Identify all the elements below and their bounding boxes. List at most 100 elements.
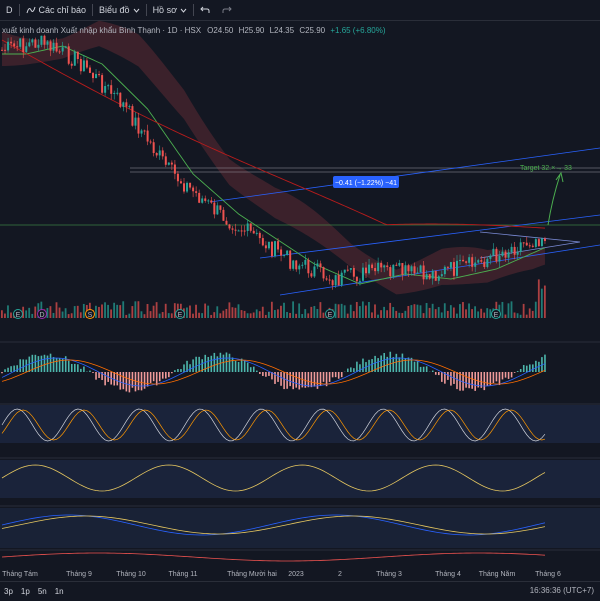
time-axis-label: 2 bbox=[338, 571, 342, 578]
redo-button[interactable] bbox=[216, 0, 238, 20]
macd-histogram-bar bbox=[323, 372, 325, 382]
candle-body bbox=[508, 252, 510, 257]
macd-histogram-bar bbox=[256, 371, 258, 372]
macd-histogram-bar bbox=[126, 372, 128, 391]
volume-bar bbox=[168, 313, 170, 318]
candle-body bbox=[74, 52, 76, 66]
event-marker[interactable]: E bbox=[14, 310, 23, 320]
volume-bar bbox=[414, 304, 416, 318]
candle-body bbox=[13, 43, 15, 46]
range-option[interactable]: 3p bbox=[0, 587, 17, 596]
candle-body bbox=[268, 242, 270, 248]
symbol-title: xuất kinh doanh Xuất nhập khẩu Bình Thạn… bbox=[2, 26, 201, 35]
volume-bar bbox=[222, 311, 224, 318]
volume-bar bbox=[344, 305, 346, 318]
candle-body bbox=[368, 265, 370, 274]
candle-body bbox=[128, 106, 130, 107]
candle-body bbox=[116, 93, 118, 94]
volume-bar bbox=[131, 306, 133, 318]
volume-bar bbox=[426, 303, 428, 318]
clock[interactable]: 16:36:36 (UTC+7) bbox=[530, 586, 594, 595]
volume-bar bbox=[401, 313, 403, 318]
candle-body bbox=[113, 93, 115, 94]
candle-body bbox=[19, 38, 21, 46]
time-axis-label: Tháng 3 bbox=[376, 571, 402, 578]
event-marker-label: D bbox=[39, 312, 44, 319]
volume-bar bbox=[407, 306, 409, 318]
candle-body bbox=[480, 260, 482, 262]
candle-body bbox=[244, 231, 246, 232]
volume-bar bbox=[359, 306, 361, 318]
volume-bar bbox=[101, 304, 103, 318]
volume-bar bbox=[374, 304, 376, 318]
candle-body bbox=[441, 274, 443, 276]
volume-bar bbox=[389, 303, 391, 318]
candle-body bbox=[77, 52, 79, 59]
range-option[interactable]: 1p bbox=[17, 587, 34, 596]
candle-body bbox=[320, 263, 322, 267]
interval-button[interactable]: D bbox=[0, 0, 19, 20]
macd-histogram-bar bbox=[417, 362, 419, 372]
event-marker[interactable]: E bbox=[326, 310, 335, 320]
volume-bar bbox=[323, 313, 325, 318]
volume-bar bbox=[198, 313, 200, 318]
volume-bar bbox=[338, 304, 340, 318]
range-option[interactable]: 5n bbox=[34, 587, 51, 596]
volume-bar bbox=[462, 302, 464, 318]
event-marker[interactable]: E bbox=[176, 310, 185, 320]
range-option[interactable]: 1n bbox=[51, 587, 68, 596]
macd-histogram-bar bbox=[523, 365, 525, 372]
macd-histogram-bar bbox=[71, 364, 73, 372]
volume-bar bbox=[310, 307, 312, 318]
volume-bar bbox=[313, 306, 315, 318]
volume-bar bbox=[77, 306, 79, 318]
macd-histogram-bar bbox=[350, 367, 352, 372]
candle-body bbox=[359, 281, 361, 282]
event-marker[interactable]: D bbox=[38, 310, 47, 320]
candle-body bbox=[532, 246, 534, 247]
volume-bar bbox=[535, 302, 537, 318]
volume-bar bbox=[356, 302, 358, 318]
macd-histogram-bar bbox=[362, 359, 364, 372]
candle-body bbox=[65, 46, 67, 47]
volume-bar bbox=[477, 311, 479, 318]
volume-bar bbox=[59, 308, 61, 318]
candle-body bbox=[262, 238, 264, 245]
volume-bar bbox=[268, 312, 270, 318]
volume-bar bbox=[304, 309, 306, 318]
candle-body bbox=[195, 191, 197, 193]
macd-histogram-bar bbox=[329, 372, 331, 382]
macd-histogram-bar bbox=[441, 372, 443, 382]
profile-button[interactable]: Hồ sơ bbox=[147, 0, 193, 20]
candle-body bbox=[238, 230, 240, 231]
candle-body bbox=[43, 36, 45, 45]
macd-histogram-bar bbox=[141, 372, 143, 390]
chart-type-button[interactable]: Biểu đồ bbox=[93, 0, 146, 20]
macd-histogram-bar bbox=[347, 369, 349, 372]
volume-bar bbox=[365, 306, 367, 318]
event-marker[interactable]: E bbox=[492, 310, 501, 320]
macd-histogram-bar bbox=[517, 371, 519, 372]
volume-bar bbox=[538, 279, 540, 318]
undo-button[interactable] bbox=[194, 0, 216, 20]
macd-histogram-bar bbox=[38, 356, 40, 372]
candle-body bbox=[535, 239, 537, 247]
candle-body bbox=[235, 230, 237, 231]
volume-bar bbox=[471, 309, 473, 318]
volume-bar bbox=[417, 305, 419, 318]
candle-body bbox=[280, 249, 282, 255]
candle-body bbox=[241, 230, 243, 231]
candle-body bbox=[107, 85, 109, 86]
candle-body bbox=[353, 268, 355, 277]
volume-bar bbox=[523, 304, 525, 318]
high-value: H25.90 bbox=[239, 26, 265, 35]
low-value: L24.35 bbox=[270, 26, 294, 35]
candle-body bbox=[134, 118, 136, 126]
indicators-button[interactable]: Các chỉ báo bbox=[20, 0, 93, 20]
macd-histogram-bar bbox=[383, 353, 385, 372]
candle-body bbox=[201, 198, 203, 202]
event-marker[interactable]: S bbox=[86, 310, 95, 320]
macd-histogram-bar bbox=[353, 368, 355, 372]
